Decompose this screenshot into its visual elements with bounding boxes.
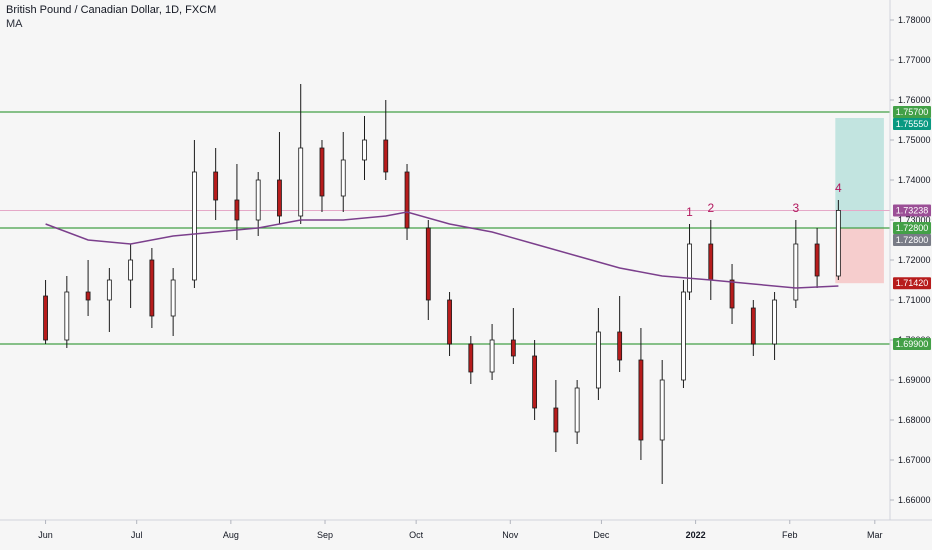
time-tick-label: Dec xyxy=(593,530,610,540)
candle-up xyxy=(340,159,346,197)
time-tick-label: Nov xyxy=(502,530,519,540)
price-tick-label: 1.69000 xyxy=(898,375,931,385)
candle-down xyxy=(383,139,389,173)
candle-up xyxy=(192,171,197,281)
time-tick-label: Jul xyxy=(131,530,143,540)
candle-up xyxy=(681,291,686,381)
candle-down xyxy=(43,295,48,341)
candle-up xyxy=(362,139,367,161)
candles-layer xyxy=(43,84,841,484)
time-tick-label: Mar xyxy=(867,530,883,540)
pattern-label: 3 xyxy=(792,201,799,215)
candle-up xyxy=(170,279,176,317)
price-tick-label: 1.76000 xyxy=(898,95,931,105)
price-tag-label: 1.75550 xyxy=(896,119,929,129)
candle-down xyxy=(468,343,474,373)
horizontal-levels xyxy=(0,111,890,345)
plot-background xyxy=(0,0,890,520)
time-axis[interactable]: Jun Jul Aug Sep Oct Nov Dec 2022 Feb Mar xyxy=(38,520,883,540)
time-tick-label: Jun xyxy=(38,530,53,540)
price-tick-label: 1.73000 xyxy=(898,215,931,225)
candle-up xyxy=(64,291,70,341)
price-tag-red xyxy=(893,277,931,290)
price-tick-label: 1.66000 xyxy=(898,495,931,505)
candle-down xyxy=(404,171,410,229)
candle-down xyxy=(85,291,91,301)
time-tick-label: Feb xyxy=(782,530,798,540)
candle-down xyxy=(425,227,431,301)
price-tag-label: 1.69900 xyxy=(896,339,929,349)
annotations-layer: 1 2 3 4 xyxy=(686,181,842,219)
price-tick-label: 1.75000 xyxy=(898,135,931,145)
candle-up xyxy=(793,243,799,301)
candle-up xyxy=(489,339,495,373)
price-tick-label: 1.71000 xyxy=(898,295,931,305)
candle-up xyxy=(835,209,841,277)
price-tag-green xyxy=(893,338,931,350)
candle-down xyxy=(319,147,325,197)
ma-layer xyxy=(45,211,839,289)
candle-down xyxy=(553,407,559,433)
candle-down xyxy=(447,299,452,345)
time-tick-label: Oct xyxy=(409,530,424,540)
candle-up xyxy=(106,279,112,301)
candle-down xyxy=(277,179,282,217)
price-tag-teal xyxy=(893,118,931,130)
price-axis[interactable]: 1.660001.670001.680001.690001.700001.710… xyxy=(890,15,931,505)
price-tag-label: 1.71420 xyxy=(896,278,929,288)
candle-up xyxy=(659,379,665,441)
candle-up xyxy=(128,259,134,281)
price-tags: 1.75700 1.75550 1.73238 1.72800 1.72800 1.714… xyxy=(893,106,931,350)
candle-down xyxy=(638,359,644,441)
position-zones xyxy=(835,118,884,284)
price-tag-label: 1.72800 xyxy=(896,235,929,245)
price-tick-label: 1.74000 xyxy=(898,175,931,185)
candle-up xyxy=(687,243,692,293)
candle-down xyxy=(213,171,219,201)
price-tag-label: 1.75700 xyxy=(896,107,929,117)
ma-line xyxy=(45,211,839,289)
price-tag-label: 1.72800 xyxy=(896,223,929,233)
price-tick-label: 1.68000 xyxy=(898,415,931,425)
target-zone xyxy=(835,118,884,228)
candle-up xyxy=(574,387,580,433)
price-tick-label: 1.72000 xyxy=(898,255,931,265)
candle-down xyxy=(708,243,714,281)
candle-down xyxy=(750,307,756,345)
time-tick-label: Sep xyxy=(317,530,333,540)
candle-down xyxy=(617,331,623,361)
price-tag-gray xyxy=(893,234,931,246)
price-tick-label: 1.77000 xyxy=(898,55,931,65)
pattern-label: 1 xyxy=(686,205,693,219)
price-tag-green xyxy=(893,106,931,118)
indicator-label: MA xyxy=(6,18,23,30)
candle-down xyxy=(814,243,820,277)
candle-down xyxy=(510,339,516,357)
price-tag-label: 1.73238 xyxy=(896,205,929,215)
candle-down xyxy=(532,355,538,409)
candle-down xyxy=(729,279,735,309)
candle-up xyxy=(772,299,777,345)
price-tag-green xyxy=(893,222,931,234)
candle-up xyxy=(595,331,601,389)
time-tick-label: Aug xyxy=(223,530,239,540)
time-tick-label: 2022 xyxy=(686,530,706,540)
chart-title: British Pound / Canadian Dollar, 1D, FXC… xyxy=(6,4,217,16)
candle-down xyxy=(149,259,155,317)
candle-up xyxy=(255,179,261,221)
price-tick-label: 1.67000 xyxy=(898,455,931,465)
pattern-label: 4 xyxy=(835,181,842,195)
stop-zone xyxy=(835,228,884,284)
price-tick-label: 1.78000 xyxy=(898,15,931,25)
candle-up xyxy=(298,147,304,217)
pattern-label: 2 xyxy=(707,201,714,215)
candle-down xyxy=(234,199,240,221)
price-tag-purple xyxy=(893,204,931,217)
